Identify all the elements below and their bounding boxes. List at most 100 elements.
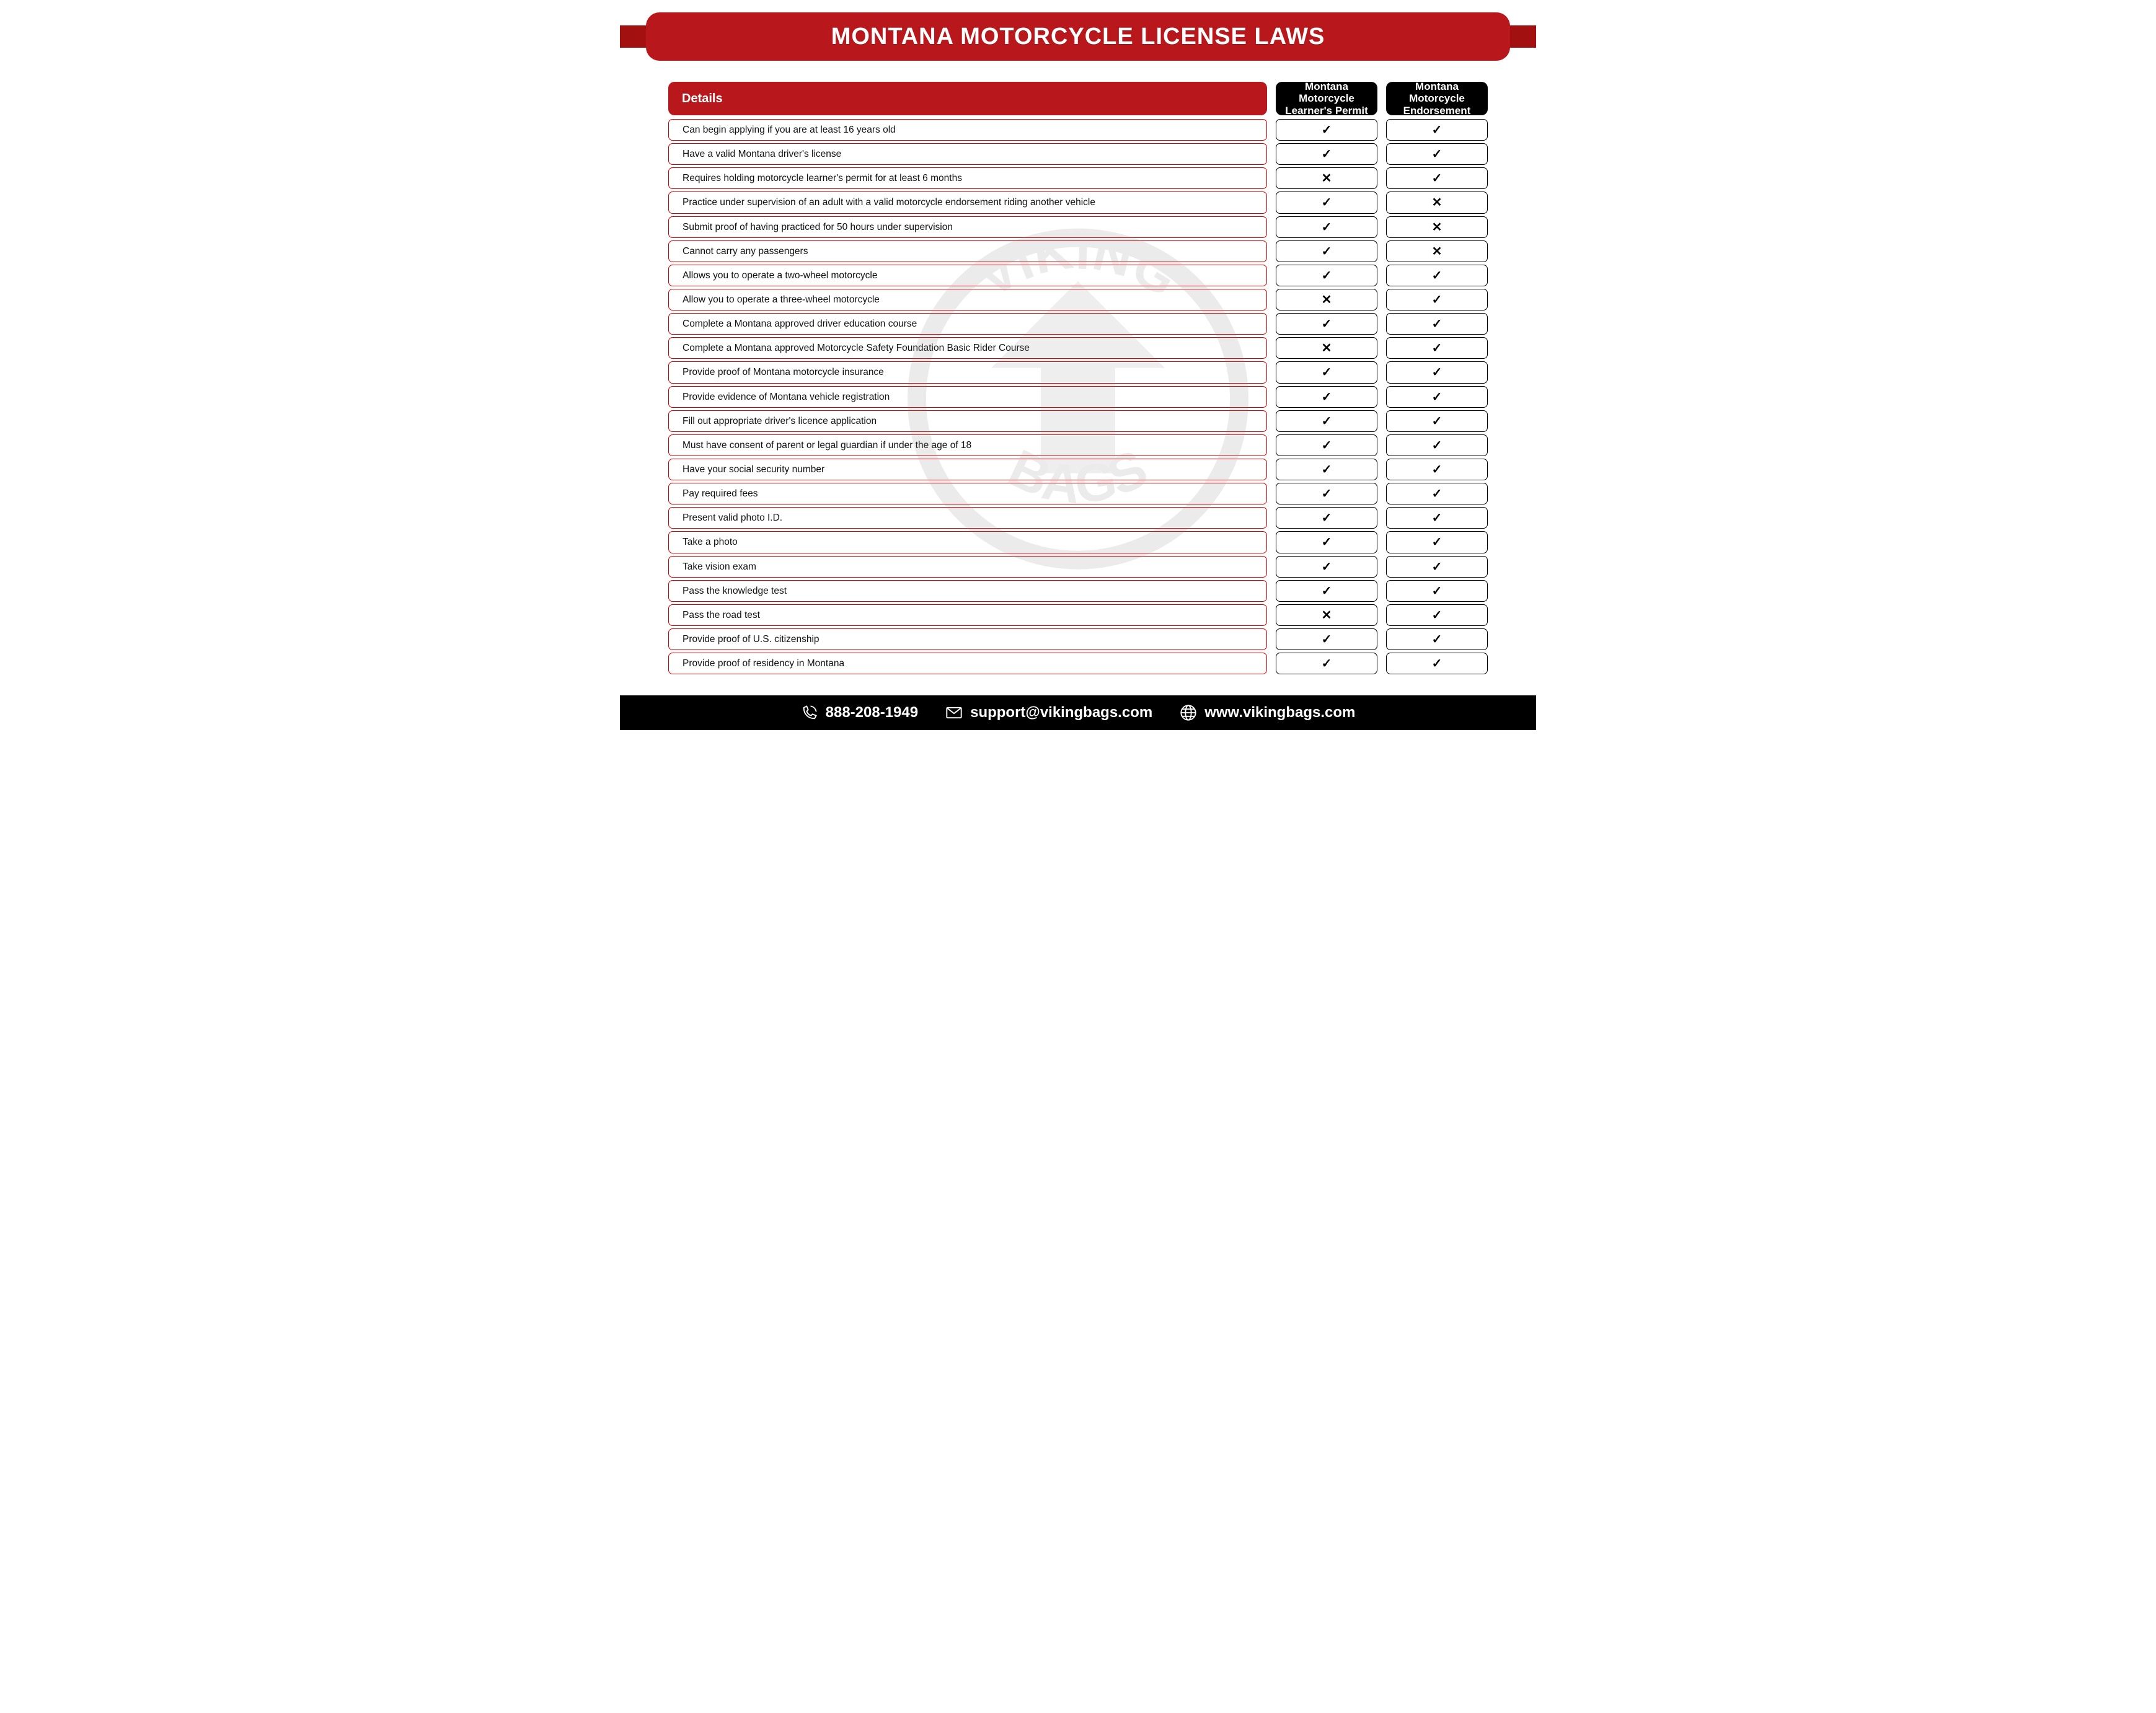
permit-mark [1276, 483, 1377, 504]
endorsement-mark [1386, 313, 1488, 335]
column-header-details: Details [668, 82, 1267, 115]
table-row: Can begin applying if you are at least 1… [668, 119, 1488, 141]
endorsement-mark [1386, 240, 1488, 262]
endorsement-mark [1386, 434, 1488, 456]
table-row: Cannot carry any passengers [668, 240, 1488, 262]
table-row: Take a photo [668, 531, 1488, 553]
detail-cell: Allows you to operate a two-wheel motorc… [668, 265, 1267, 286]
endorsement-mark [1386, 119, 1488, 141]
permit-mark [1276, 459, 1377, 480]
table-row: Complete a Montana approved driver educa… [668, 313, 1488, 335]
footer-website-text: www.vikingbags.com [1204, 704, 1355, 721]
table-row: Have your social security number [668, 459, 1488, 480]
permit-mark [1276, 653, 1377, 674]
table-header-row: Details Montana Motorcycle Learner's Per… [668, 82, 1488, 115]
footer-website: www.vikingbags.com [1180, 704, 1355, 721]
detail-cell: Provide proof of Montana motorcycle insu… [668, 361, 1267, 383]
endorsement-mark [1386, 386, 1488, 408]
endorsement-mark [1386, 556, 1488, 578]
detail-cell: Present valid photo I.D. [668, 507, 1267, 529]
footer-bar: 888-208-1949 support@vikingbags.com www.… [620, 695, 1536, 730]
permit-mark [1276, 410, 1377, 432]
content-area: VIKING BAGS Details Montana Motorcycle L… [668, 82, 1488, 674]
endorsement-mark [1386, 361, 1488, 383]
phone-icon [801, 704, 818, 721]
detail-cell: Requires holding motorcycle learner's pe… [668, 167, 1267, 189]
endorsement-mark [1386, 653, 1488, 674]
detail-cell: Practice under supervision of an adult w… [668, 192, 1267, 213]
table-row: Fill out appropriate driver's licence ap… [668, 410, 1488, 432]
footer-phone-text: 888-208-1949 [826, 704, 918, 721]
detail-cell: Take vision exam [668, 556, 1267, 578]
endorsement-mark [1386, 289, 1488, 310]
permit-mark [1276, 167, 1377, 189]
detail-cell: Provide evidence of Montana vehicle regi… [668, 386, 1267, 408]
permit-mark [1276, 386, 1377, 408]
table-row: Complete a Montana approved Motorcycle S… [668, 337, 1488, 359]
permit-mark [1276, 216, 1377, 238]
table-row: Provide proof of residency in Montana [668, 653, 1488, 674]
endorsement-mark [1386, 580, 1488, 602]
table-body: Can begin applying if you are at least 1… [668, 119, 1488, 674]
table-row: Allows you to operate a two-wheel motorc… [668, 265, 1488, 286]
table-row: Pass the road test [668, 604, 1488, 626]
endorsement-mark [1386, 507, 1488, 529]
table-row: Allow you to operate a three-wheel motor… [668, 289, 1488, 310]
permit-mark [1276, 580, 1377, 602]
email-icon [945, 704, 963, 721]
table-row: Pay required fees [668, 483, 1488, 504]
table-row: Present valid photo I.D. [668, 507, 1488, 529]
endorsement-mark [1386, 459, 1488, 480]
table-row: Pass the knowledge test [668, 580, 1488, 602]
permit-mark [1276, 240, 1377, 262]
endorsement-mark [1386, 265, 1488, 286]
detail-cell: Can begin applying if you are at least 1… [668, 119, 1267, 141]
detail-cell: Pass the road test [668, 604, 1267, 626]
detail-cell: Provide proof of residency in Montana [668, 653, 1267, 674]
endorsement-mark [1386, 216, 1488, 238]
detail-cell: Take a photo [668, 531, 1267, 553]
endorsement-mark [1386, 410, 1488, 432]
detail-cell: Cannot carry any passengers [668, 240, 1267, 262]
permit-mark [1276, 434, 1377, 456]
page-title: MONTANA MOTORCYCLE LICENSE LAWS [831, 24, 1325, 50]
endorsement-mark [1386, 531, 1488, 553]
detail-cell: Provide proof of U.S. citizenship [668, 628, 1267, 650]
endorsement-mark [1386, 483, 1488, 504]
footer-email-text: support@vikingbags.com [970, 704, 1152, 721]
detail-cell: Allow you to operate a three-wheel motor… [668, 289, 1267, 310]
permit-mark [1276, 507, 1377, 529]
permit-mark [1276, 265, 1377, 286]
permit-mark [1276, 337, 1377, 359]
permit-mark [1276, 143, 1377, 165]
footer-email: support@vikingbags.com [945, 704, 1152, 721]
endorsement-mark [1386, 604, 1488, 626]
table-row: Have a valid Montana driver's license [668, 143, 1488, 165]
detail-cell: Complete a Montana approved Motorcycle S… [668, 337, 1267, 359]
permit-mark [1276, 289, 1377, 310]
permit-mark [1276, 604, 1377, 626]
table-row: Practice under supervision of an adult w… [668, 192, 1488, 213]
permit-mark [1276, 192, 1377, 213]
title-banner: MONTANA MOTORCYCLE LICENSE LAWS [646, 12, 1510, 61]
detail-cell: Pass the knowledge test [668, 580, 1267, 602]
column-header-permit: Montana Motorcycle Learner's Permit [1276, 82, 1377, 115]
table-row: Take vision exam [668, 556, 1488, 578]
detail-cell: Complete a Montana approved driver educa… [668, 313, 1267, 335]
endorsement-mark [1386, 628, 1488, 650]
endorsement-mark [1386, 143, 1488, 165]
permit-mark [1276, 531, 1377, 553]
detail-cell: Must have consent of parent or legal gua… [668, 434, 1267, 456]
detail-cell: Fill out appropriate driver's licence ap… [668, 410, 1267, 432]
permit-mark [1276, 119, 1377, 141]
endorsement-mark [1386, 192, 1488, 213]
detail-cell: Pay required fees [668, 483, 1267, 504]
table-row: Provide evidence of Montana vehicle regi… [668, 386, 1488, 408]
page-header: MONTANA MOTORCYCLE LICENSE LAWS [620, 12, 1536, 61]
globe-icon [1180, 704, 1197, 721]
permit-mark [1276, 556, 1377, 578]
detail-cell: Have your social security number [668, 459, 1267, 480]
detail-cell: Submit proof of having practiced for 50 … [668, 216, 1267, 238]
detail-cell: Have a valid Montana driver's license [668, 143, 1267, 165]
permit-mark [1276, 313, 1377, 335]
